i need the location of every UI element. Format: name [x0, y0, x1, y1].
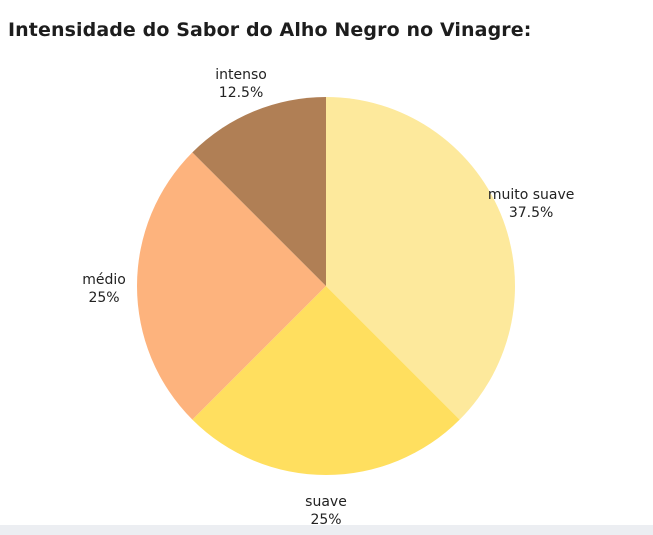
pie-slice-intenso[interactable]: [192, 97, 326, 286]
slice-label-suave: suave: [305, 494, 347, 510]
slice-label-intenso: intenso: [215, 67, 267, 83]
chart-title: Intensidade do Sabor do Alho Negro no Vi…: [8, 19, 532, 41]
pie-slice-medio[interactable]: [136, 152, 326, 420]
slice-value-intenso: 12.5%: [219, 85, 263, 101]
slice-value-muito-suave: 37.5%: [509, 205, 553, 221]
slice-label-muito-suave: muito suave: [488, 187, 575, 203]
pie-labels: muito suave 37.5% suave 25% médio 25% intenso 1…: [82, 67, 574, 525]
bottom-scroll-strip: [0, 525, 653, 535]
slice-value-medio: 25%: [88, 290, 119, 306]
slice-value-suave: 25%: [310, 512, 341, 525]
slice-label-medio: médio: [82, 272, 126, 288]
pie-slice-muito-suave[interactable]: [326, 97, 515, 420]
pie-slice-suave[interactable]: [192, 286, 460, 475]
pie-slices: [136, 97, 515, 475]
